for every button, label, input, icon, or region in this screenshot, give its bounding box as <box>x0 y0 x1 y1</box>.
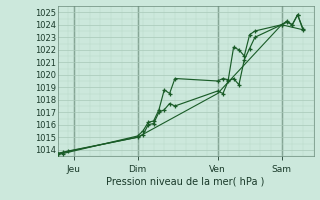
X-axis label: Pression niveau de la mer( hPa ): Pression niveau de la mer( hPa ) <box>107 177 265 187</box>
